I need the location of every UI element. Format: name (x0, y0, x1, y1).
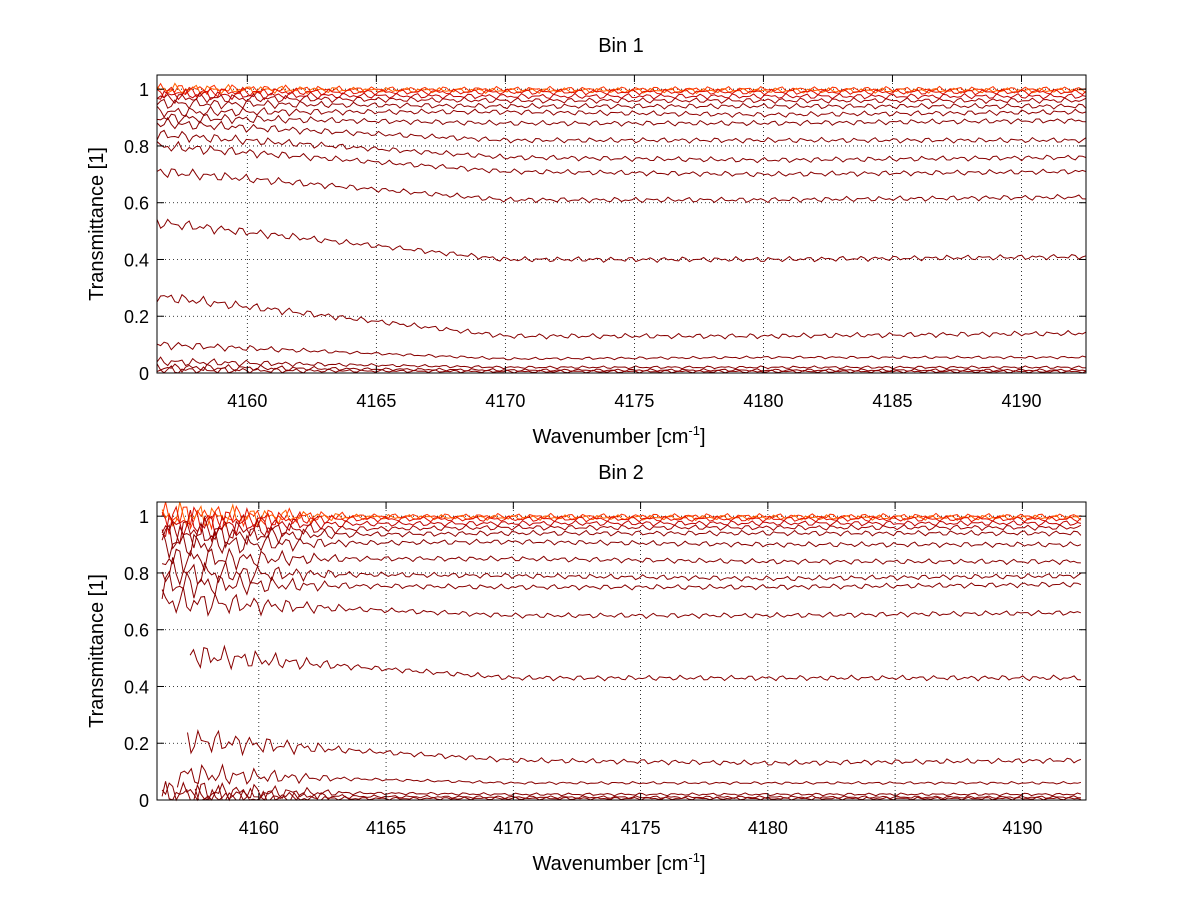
y-tick-label: 1 (139, 507, 149, 527)
series-line (156, 218, 1087, 263)
series-line (161, 547, 1081, 573)
y-tick-label: 0.8 (124, 564, 149, 584)
series-line (161, 521, 1082, 550)
x-tick-label: 4170 (493, 818, 533, 838)
x-tick-label: 4165 (356, 391, 396, 411)
x-tick-label: 4160 (227, 391, 267, 411)
series-line (156, 129, 1087, 164)
x-tick-label: 4175 (614, 391, 654, 411)
chart-title: Bin 1 (598, 35, 644, 57)
x-tick-label: 4160 (239, 818, 279, 838)
chart-panel-bin-1: Bin 1 4160 4165 4170 4175 4180 4185 4190 0 0.2 0.… (86, 35, 1087, 448)
series-line (161, 501, 1082, 531)
series-group (161, 501, 1082, 802)
series-line (161, 515, 1082, 545)
y-axis-label: Transmittance [1] (86, 574, 108, 728)
series-line (176, 763, 1082, 788)
series-line (161, 781, 1082, 802)
series-line (161, 570, 1082, 599)
y-tick-label: 0.4 (124, 677, 149, 697)
series-line (156, 140, 1087, 178)
y-tick-label: 0.2 (124, 307, 149, 327)
series-line (156, 168, 1087, 204)
x-axis-label: Wavenumber [cm-1] (532, 423, 705, 448)
ticks: 4160 4165 4170 4175 4180 4185 4190 0 0.2 0.4 0.6 0.… (124, 75, 1086, 411)
ticks: 4160 4165 4170 4175 4180 4185 4190 0 0.2 0.4 0.6 0.… (124, 502, 1086, 838)
plot-frame (156, 74, 1087, 374)
series-line (156, 365, 1087, 374)
x-tick-label: 4175 (621, 818, 661, 838)
grid (157, 502, 1086, 801)
y-tick-label: 0 (139, 364, 149, 384)
chart-title: Bin 2 (598, 462, 644, 484)
x-tick-label: 4185 (875, 818, 915, 838)
plot-frame (156, 501, 1087, 801)
x-tick-label: 4170 (485, 391, 525, 411)
series-line (161, 505, 1082, 535)
x-tick-label: 4190 (1002, 818, 1042, 838)
y-tick-label: 0.4 (124, 250, 149, 270)
x-tick-label: 4190 (1001, 391, 1041, 411)
y-axis-label: Transmittance [1] (86, 147, 108, 301)
y-tick-label: 0.6 (124, 194, 149, 214)
y-tick-label: 0.2 (124, 734, 149, 754)
x-tick-label: 4185 (872, 391, 912, 411)
y-tick-label: 0 (139, 791, 149, 811)
series-line (156, 363, 1087, 373)
series-line (161, 529, 1082, 559)
series-line (156, 86, 1087, 99)
series-line (156, 341, 1087, 361)
series-line (156, 105, 1087, 118)
chart-panel-bin-2: Bin 2 4160 4165 4170 4175 4180 4185 4190 0 0.2 0.… (86, 462, 1087, 875)
x-axis-label: Wavenumber [cm-1] (532, 850, 705, 875)
series-line (156, 356, 1087, 370)
series-group (156, 82, 1087, 374)
series-line (161, 557, 1082, 587)
y-tick-label: 1 (139, 80, 149, 100)
series-line (156, 97, 1087, 110)
series-line (187, 728, 1082, 766)
x-tick-label: 4180 (748, 818, 788, 838)
y-tick-label: 0.6 (124, 621, 149, 641)
y-tick-label: 0.8 (124, 137, 149, 157)
series-line (156, 113, 1087, 127)
x-tick-label: 4165 (366, 818, 406, 838)
series-line (156, 116, 1087, 144)
series-line (194, 788, 1082, 801)
series-line (156, 293, 1087, 340)
series-line (156, 91, 1087, 105)
series-line (189, 644, 1081, 682)
x-tick-label: 4180 (743, 391, 783, 411)
series-line (161, 587, 1082, 619)
series-line (161, 781, 1081, 801)
